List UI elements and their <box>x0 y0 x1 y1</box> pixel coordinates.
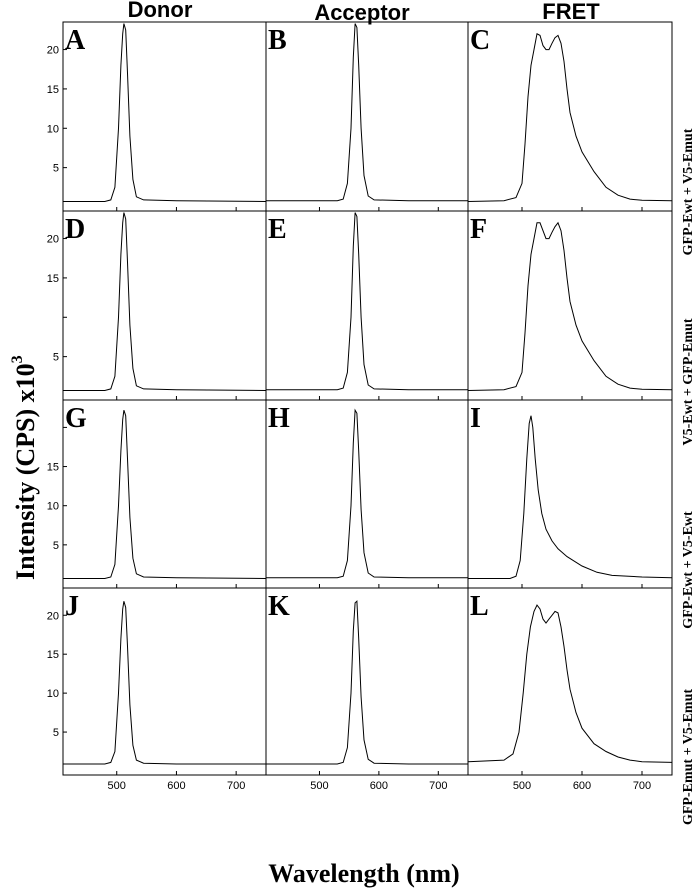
x-tick-label: 600 <box>370 780 388 792</box>
row-label-4: GFP-Emut + V5-Emut <box>681 689 696 825</box>
panel-a: 5 10 15 20 A <box>47 21 267 212</box>
panel-letter-i: I <box>470 403 481 434</box>
panel-frame <box>265 21 469 212</box>
panel-letter-g: G <box>65 403 87 434</box>
panel-letter-k: K <box>268 591 290 622</box>
panel-letter-d: D <box>65 214 85 245</box>
panel-frame <box>62 399 267 589</box>
panel-k: 500 600 700 K <box>265 587 469 792</box>
y-tick-label: 20 <box>47 234 59 246</box>
column-title-fret: FRET <box>542 0 600 24</box>
panel-letter-j: J <box>65 591 79 622</box>
panel-letter-h: H <box>268 403 290 434</box>
spectrum-line-g <box>63 410 267 579</box>
y-axis-title-superscript: 3 <box>9 355 26 363</box>
y-tick-label: 15 <box>47 273 59 285</box>
y-tick-label: 5 <box>53 540 59 552</box>
y-tick-label: 20 <box>47 610 59 622</box>
panel-letter-l: L <box>470 591 489 622</box>
column-title-donor: Donor <box>128 0 193 22</box>
panel-b: B <box>265 21 469 212</box>
panel-letter-e: E <box>268 214 287 245</box>
row-labels: GFP-Ewt + V5-Emut V5-Ewt + GFP-Emut GFP-… <box>681 128 696 825</box>
spectrum-line-c <box>467 33 673 202</box>
x-tick-label: 600 <box>573 780 591 792</box>
panel-c: C <box>467 21 673 212</box>
x-tick-label: 500 <box>310 780 328 792</box>
spectrum-line-b <box>266 23 468 202</box>
y-tick-label: 15 <box>47 649 59 661</box>
spectrum-line-d <box>63 212 267 391</box>
y-axis-title: Intensity (CPS) x103 <box>9 355 40 580</box>
y-tick-label: 5 <box>53 352 59 364</box>
panel-frame <box>265 587 469 776</box>
panel-g: 5 10 15 G <box>47 399 267 589</box>
spectra-panels: 5 10 15 20 A B C 5 15 20 D E F 5 10 15 G H I 5 10 15 20 500 600 7… <box>47 21 673 792</box>
x-tick-label: 700 <box>227 780 245 792</box>
y-tick-label: 15 <box>47 84 59 96</box>
panel-d: 5 15 20 D <box>47 210 267 401</box>
spectrum-line-f <box>467 221 673 391</box>
spectrum-line-h <box>266 408 468 579</box>
column-title-acceptor: Acceptor <box>314 0 410 25</box>
x-tick-label: 700 <box>429 780 447 792</box>
x-tick-label: 700 <box>633 780 651 792</box>
panel-i: I <box>467 399 673 589</box>
panel-j: 5 10 15 20 500 600 700 J <box>47 587 267 792</box>
panel-frame <box>467 21 673 212</box>
y-tick-label: 5 <box>53 163 59 175</box>
panel-frame <box>467 210 673 401</box>
panel-f: F <box>467 210 673 401</box>
spectrum-line-k <box>266 600 468 765</box>
panel-l: 500 600 700 L <box>467 587 673 792</box>
panel-h: H <box>265 399 469 589</box>
panel-frame <box>62 587 267 776</box>
panel-letter-b: B <box>268 25 287 56</box>
y-tick-label: 10 <box>47 123 59 135</box>
panel-frame <box>62 210 267 401</box>
row-label-3: GFP-Ewt + V5-Ewt <box>681 511 696 629</box>
y-axis-title-main: Intensity (CPS) x10 <box>11 363 40 580</box>
panel-frame <box>265 399 469 589</box>
y-tick-label: 5 <box>53 727 59 739</box>
y-tick-label: 20 <box>47 45 59 57</box>
panel-letter-f: F <box>470 214 487 245</box>
panel-letter-a: A <box>65 25 86 56</box>
panel-frame <box>62 21 267 212</box>
panel-letter-c: C <box>470 25 490 56</box>
y-tick-label: 15 <box>47 462 59 474</box>
column-titles: Donor Acceptor FRET <box>128 0 601 25</box>
row-label-2: V5-Ewt + GFP-Emut <box>681 318 696 445</box>
panel-frame <box>467 587 673 776</box>
spectrum-line-l <box>467 604 673 763</box>
row-label-1: GFP-Ewt + V5-Emut <box>681 128 696 255</box>
spectrum-line-a <box>63 23 267 202</box>
spectrum-line-i <box>468 415 673 579</box>
x-axis-title: Wavelength (nm) <box>268 859 459 888</box>
x-tick-label: 500 <box>108 780 126 792</box>
panel-frame <box>467 399 673 589</box>
spectrum-line-e <box>266 212 468 391</box>
y-tick-label: 10 <box>47 688 59 700</box>
panel-frame <box>265 210 469 401</box>
y-axis-title-text: Intensity (CPS) x103 <box>9 355 40 580</box>
x-tick-label: 600 <box>167 780 185 792</box>
y-tick-label: 10 <box>47 501 59 513</box>
panel-e: E <box>265 210 469 401</box>
spectrum-line-j <box>63 601 266 765</box>
x-tick-label: 500 <box>513 780 531 792</box>
